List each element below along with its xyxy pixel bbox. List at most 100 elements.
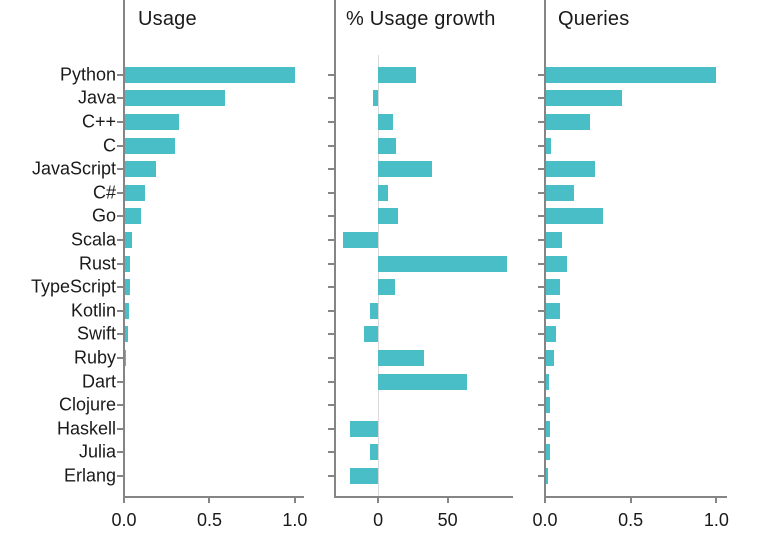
x-axis-tick — [123, 497, 125, 503]
bar-kotlin — [124, 302, 129, 319]
y-axis-tick — [538, 120, 544, 123]
y-axis-spine — [544, 0, 546, 497]
y-axis-tick — [117, 168, 123, 171]
y-axis-tick — [117, 262, 123, 265]
bar-scala — [343, 231, 379, 248]
y-axis-tick — [328, 168, 334, 171]
bar-swift — [545, 326, 557, 343]
y-axis-tick — [328, 451, 334, 454]
category-label-rust: Rust — [78, 253, 116, 273]
x-axis-tick-label: 0.5 — [618, 510, 644, 530]
category-label-scala: Scala — [70, 229, 116, 250]
y-axis-tick — [538, 309, 544, 312]
y-axis-tick — [328, 120, 334, 123]
bar-typescript — [124, 279, 130, 296]
bar-javascript — [124, 161, 157, 178]
y-axis-tick — [538, 73, 544, 76]
panel-usage-title: Usage — [138, 8, 197, 30]
y-axis-tick — [538, 356, 544, 359]
category-label-dart: Dart — [81, 371, 116, 391]
bar-julia — [369, 444, 379, 461]
y-axis-tick — [538, 144, 544, 147]
bar-c — [124, 184, 145, 201]
bar-julia — [545, 444, 551, 461]
bar-dart — [545, 373, 549, 390]
category-label-julia: Julia — [78, 441, 116, 462]
y-axis-tick — [538, 404, 544, 407]
bar-c — [545, 184, 575, 201]
category-label-java: Java — [77, 87, 116, 108]
zero-reference-line — [377, 55, 379, 497]
category-label-ruby: Ruby — [73, 347, 116, 368]
bar-rust — [124, 255, 130, 272]
category-label-kotlin: Kotlin — [70, 300, 116, 321]
bar-typescript — [378, 279, 395, 296]
x-axis-tick-label: 50 — [437, 510, 458, 530]
x-axis-spine — [334, 496, 513, 498]
y-axis-tick — [328, 380, 334, 383]
x-axis-tick — [293, 497, 296, 503]
bar-c — [124, 137, 176, 154]
bar-haskell — [350, 420, 379, 437]
y-axis-tick — [538, 168, 544, 171]
category-label-c: C — [103, 135, 116, 155]
y-axis-tick — [328, 356, 334, 359]
bar-swift — [364, 326, 379, 343]
bar-erlang — [545, 467, 548, 484]
y-axis-tick — [117, 474, 123, 477]
y-axis-tick — [328, 191, 334, 194]
y-axis-spine — [334, 0, 336, 497]
y-axis-tick — [328, 404, 334, 407]
bar-java — [545, 90, 623, 107]
y-axis-tick — [328, 309, 334, 312]
y-axis-tick — [328, 144, 334, 147]
bar-scala — [545, 231, 563, 248]
category-label-clojure: Clojure — [58, 394, 116, 415]
y-axis-tick — [538, 451, 544, 454]
y-axis-tick — [117, 120, 123, 123]
y-axis-tick — [117, 404, 123, 407]
bar-ruby — [545, 349, 554, 366]
bar-javascript — [545, 161, 595, 178]
category-label-c: C# — [92, 182, 116, 203]
y-axis-tick — [538, 97, 544, 100]
bar-erlang — [350, 467, 379, 484]
bar-kotlin — [369, 302, 379, 319]
y-axis-tick — [328, 286, 334, 289]
bar-rust — [378, 255, 508, 272]
x-axis-tick — [629, 497, 632, 503]
category-label-erlang: Erlang — [63, 465, 116, 486]
y-axis-tick — [117, 333, 123, 336]
y-axis-tick — [538, 215, 544, 218]
y-axis-tick — [117, 356, 123, 359]
bar-c — [378, 137, 397, 154]
bar-java — [124, 90, 225, 107]
bar-java — [372, 90, 379, 107]
y-axis-tick — [328, 333, 334, 336]
bar-scala — [124, 231, 133, 248]
y-axis-tick — [328, 474, 334, 477]
y-axis-tick — [117, 309, 123, 312]
category-label-swift: Swift — [76, 323, 116, 344]
x-axis-tick — [446, 497, 449, 503]
x-axis-tick — [544, 497, 546, 503]
x-axis-tick — [715, 497, 718, 503]
y-axis-tick — [328, 238, 334, 241]
y-axis-tick — [328, 215, 334, 218]
y-axis-tick — [117, 97, 123, 100]
y-axis-tick — [538, 333, 544, 336]
bar-c — [124, 113, 179, 130]
bar-haskell — [545, 420, 551, 437]
y-axis-tick — [538, 380, 544, 383]
x-axis-tick-label: 1.0 — [282, 510, 308, 530]
bar-kotlin — [545, 302, 561, 319]
y-axis-tick — [328, 262, 334, 265]
bar-c — [545, 113, 590, 130]
y-axis-tick — [538, 238, 544, 241]
x-axis-spine — [123, 496, 304, 498]
bar-python — [378, 66, 416, 83]
bar-clojure — [545, 397, 551, 414]
y-axis-tick — [117, 238, 123, 241]
y-axis-tick — [538, 474, 544, 477]
